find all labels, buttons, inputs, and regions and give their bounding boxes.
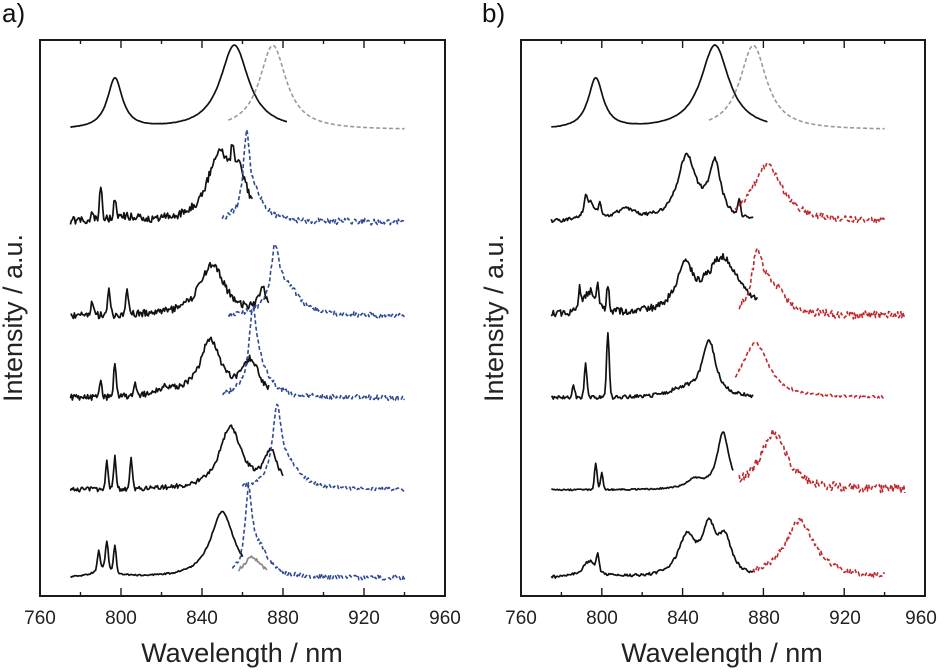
b-3-emission-trace — [734, 341, 885, 400]
panel-a-ticks — [39, 40, 446, 596]
panel-b-ticks — [520, 40, 926, 596]
b-yaxis-title: Intensity / a.u. — [479, 234, 509, 402]
a-5-absorption-trace — [70, 510, 244, 578]
a-tick-label-800: 800 — [105, 608, 137, 629]
a-top-absorption-trace — [70, 44, 287, 128]
a-top-emission-trace — [228, 44, 405, 130]
b-4-emission-trace — [738, 428, 906, 494]
a-4-emission-trace — [241, 403, 406, 492]
b-3-absorption-trace — [550, 331, 754, 400]
b-tick-label-960: 960 — [905, 608, 937, 629]
b-1-emission-trace — [734, 162, 886, 224]
panel-a-frame — [39, 39, 446, 597]
b-tick-label-840: 840 — [667, 608, 699, 629]
b-tick-label-760: 760 — [505, 608, 537, 629]
a-tick-label-840: 840 — [186, 608, 218, 629]
a-tick-label-960: 960 — [429, 608, 461, 629]
a-xaxis-title: Wavelength / nm — [141, 638, 343, 668]
a-2-emission-trace — [227, 243, 406, 319]
b-5-emission-trace — [752, 517, 886, 578]
panel-a-traces — [69, 44, 406, 581]
b-2-emission-trace — [738, 247, 906, 320]
a-tick-label-920: 920 — [348, 608, 380, 629]
a-4-absorption-trace — [69, 424, 284, 493]
panel-b-traces — [550, 44, 906, 579]
a-3-emission-trace — [222, 307, 405, 402]
a-5-gray-trace — [237, 555, 268, 572]
b-tick-label-800: 800 — [586, 608, 618, 629]
a-1-emission-trace — [221, 128, 406, 226]
b-top-emission-trace — [708, 44, 885, 130]
b-tick-label-880: 880 — [748, 608, 780, 629]
panel-b-frame — [520, 39, 926, 597]
a-3-absorption-trace — [69, 336, 270, 401]
a-2-absorption-trace — [70, 261, 270, 320]
a-yaxis-title: Intensity / a.u. — [0, 234, 28, 402]
a-tick-label-760: 760 — [24, 608, 56, 629]
b-5-absorption-trace — [550, 517, 754, 579]
a-5-emission-trace — [231, 484, 406, 581]
b-2-absorption-trace — [550, 252, 759, 318]
panel-b-label: b) — [482, 0, 505, 28]
panel-a-label: a) — [2, 0, 25, 28]
panel-b: b) 760 800 840 880 920 960 Wavelength / … — [479, 0, 937, 668]
b-top-absorption-trace — [551, 44, 768, 128]
b-4-absorption-trace — [551, 431, 734, 492]
panel-a: a) 760 800 840 880 920 960 Wavelength / … — [0, 0, 461, 668]
a-1-absorption-trace — [69, 144, 254, 225]
b-xaxis-title: Wavelength / nm — [621, 638, 823, 668]
b-tick-label-920: 920 — [829, 608, 861, 629]
a-tick-label-880: 880 — [267, 608, 299, 629]
b-1-absorption-trace — [550, 152, 754, 224]
